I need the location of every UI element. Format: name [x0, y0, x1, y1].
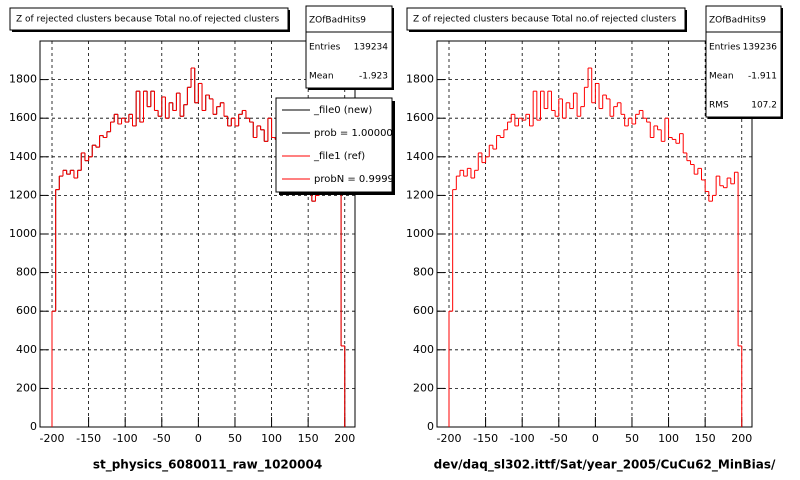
x-tick-label: 200: [334, 432, 355, 445]
y-tick-label: 1000: [9, 227, 37, 240]
x-tick-label: -50: [550, 432, 568, 445]
y-tick-label: 400: [16, 343, 37, 356]
y-tick-label: 0: [427, 420, 434, 433]
legend-label: _file1 (ref): [313, 151, 365, 162]
stats-value: -1.923: [359, 72, 388, 82]
legend-box: [275, 97, 393, 193]
stats-value: 139236: [743, 43, 778, 53]
x-tick-label: -100: [113, 432, 138, 445]
stats-value: 139234: [354, 43, 389, 53]
legend-label: _file0 (new): [313, 105, 372, 116]
x-tick-label: 100: [261, 432, 282, 445]
y-tick-label: 800: [16, 266, 37, 279]
x-tick-label: 100: [658, 432, 679, 445]
x-tick-label: -200: [437, 432, 462, 445]
title-box: [406, 7, 686, 31]
y-tick-label: 600: [413, 304, 434, 317]
x-tick-label: 150: [695, 432, 716, 445]
stats-label: Mean: [709, 72, 734, 82]
x-tick-label: -200: [40, 432, 65, 445]
legend-label: prob = 1.000000: [314, 128, 399, 139]
y-tick-label: 1800: [9, 73, 37, 86]
title: Z of rejected clusters because Total no.…: [16, 15, 279, 25]
y-tick-label: 1600: [406, 111, 434, 124]
x-tick-label: 150: [298, 432, 319, 445]
stats-value: 107.2: [751, 101, 777, 111]
legend-label: probN = 0.99999: [314, 174, 400, 185]
x-tick-label: -150: [473, 432, 498, 445]
stats-value: -1.911: [748, 72, 777, 82]
y-tick-label: 400: [413, 343, 434, 356]
x-tick-label: 0: [592, 432, 599, 445]
x-tick-label: -150: [76, 432, 101, 445]
y-tick-label: 0: [30, 420, 37, 433]
legend: _file0 (new) prob = 1.000000 _file1 (ref) p…: [282, 105, 400, 185]
stats-title: ZOfBadHits9: [309, 16, 366, 26]
x-tick-label: 50: [625, 432, 639, 445]
stats-label: Mean: [309, 72, 334, 82]
x-tick-label: -50: [153, 432, 171, 445]
stats-box: [305, 5, 393, 89]
y-tick-label: 1200: [9, 188, 37, 201]
y-tick-label: 1400: [406, 150, 434, 163]
y-tick-label: 200: [16, 381, 37, 394]
x-tick-label: -100: [510, 432, 535, 445]
stats-box: [705, 5, 782, 118]
x-axis-label: dev/daq_sl302.ittf/Sat/year_2005/CuCu62_…: [434, 458, 776, 473]
stats-title: ZOfBadHits9: [709, 16, 766, 26]
title-box: [9, 7, 289, 31]
stats-label: Entries: [309, 43, 341, 53]
y-tick-label: 800: [413, 266, 434, 279]
y-tick-label: 1200: [406, 188, 434, 201]
x-axis-label: st_physics_6080011_raw_1020004: [93, 458, 322, 473]
stats-label: Entries: [709, 43, 741, 53]
x-tick-label: 0: [195, 432, 202, 445]
stats-label: RMS: [709, 101, 729, 111]
title: Z of rejected clusters because Total no.…: [413, 15, 676, 25]
y-tick-label: 600: [16, 304, 37, 317]
y-tick-label: 1400: [9, 150, 37, 163]
y-tick-label: 1600: [9, 111, 37, 124]
y-tick-label: 1000: [406, 227, 434, 240]
y-tick-label: 200: [413, 381, 434, 394]
y-tick-label: 1800: [406, 73, 434, 86]
x-tick-label: 50: [228, 432, 242, 445]
x-tick-label: 200: [731, 432, 752, 445]
